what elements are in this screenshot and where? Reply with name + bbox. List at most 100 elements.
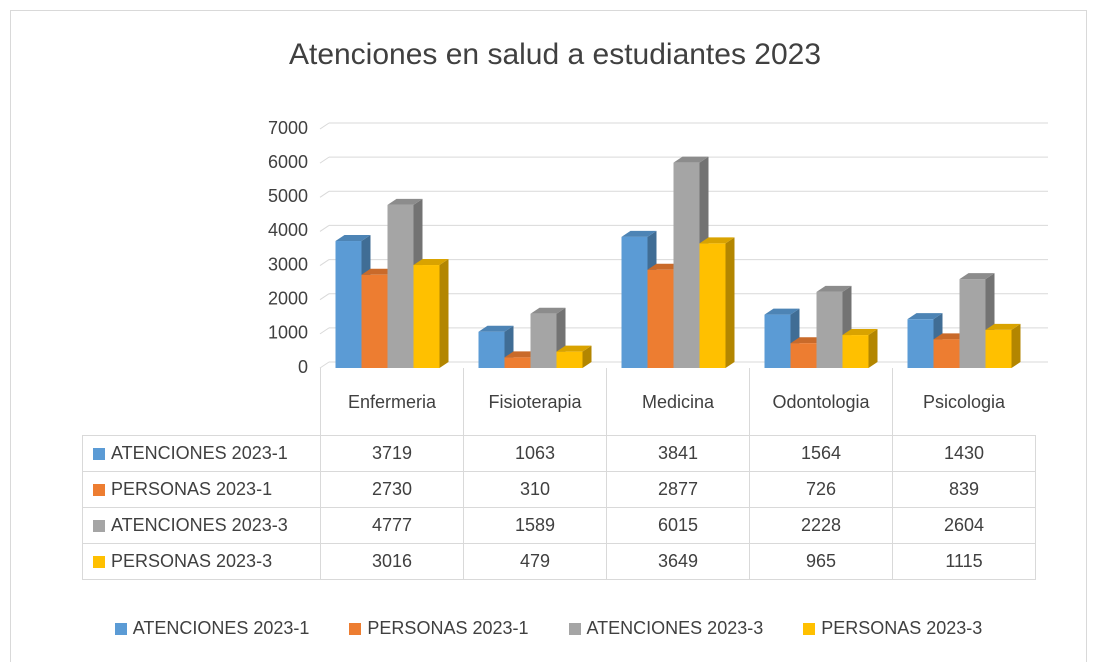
table-cell: 3016 (320, 543, 464, 580)
legend-label: PERSONAS 2023-3 (821, 618, 983, 638)
table-cell: 310 (463, 471, 607, 508)
row-name: PERSONAS 2023-3 (111, 551, 273, 571)
bar-front (530, 313, 557, 368)
bar-front (413, 265, 440, 368)
row-name: ATENCIONES 2023-1 (111, 443, 288, 463)
x-tick-label: Medicina (606, 368, 749, 435)
legend-item: ATENCIONES 2023-1 (114, 618, 310, 639)
bar (985, 323, 1021, 368)
bar-side (439, 259, 449, 368)
table-cell: 2228 (749, 507, 893, 544)
table-cell: 479 (463, 543, 607, 580)
grid-line (319, 293, 330, 301)
bar-front (556, 351, 583, 368)
bar-top (673, 156, 709, 163)
swatch (93, 555, 105, 568)
table-cell: 2604 (892, 507, 1036, 544)
bar-top (478, 325, 514, 332)
bar-front (907, 319, 934, 368)
bar-front (842, 335, 869, 368)
grid-line (319, 156, 330, 164)
table-row-label: PERSONAS 2023-1 (82, 471, 321, 508)
legend-item: ATENCIONES 2023-3 (568, 618, 764, 639)
bar-front (335, 241, 362, 368)
bar-top (621, 230, 657, 237)
swatch (93, 447, 105, 460)
table-cell: 3841 (606, 435, 750, 472)
y-tick-label: 3000 (268, 254, 308, 274)
bar-top (764, 308, 800, 315)
swatch (93, 519, 105, 532)
swatch (93, 483, 105, 496)
y-tick-label: 5000 (268, 186, 308, 206)
bar-top (907, 313, 943, 320)
table-cell: 2877 (606, 471, 750, 508)
bar-top (959, 273, 995, 280)
legend-label: ATENCIONES 2023-1 (132, 618, 310, 638)
table-cell: 965 (749, 543, 893, 580)
bar-top (413, 259, 449, 266)
bar-top (530, 307, 566, 314)
bar-top (699, 237, 735, 244)
legend-swatch (803, 622, 816, 635)
table-row-label: PERSONAS 2023-3 (82, 543, 321, 580)
legend-swatch (349, 622, 362, 635)
table-row-label: ATENCIONES 2023-1 (82, 435, 321, 472)
legend: ATENCIONES 2023-1 PERSONAS 2023-1 ATENCION… (10, 618, 1087, 639)
table-cell: 3719 (320, 435, 464, 472)
table-cell: 1430 (892, 435, 1036, 472)
legend-label: ATENCIONES 2023-3 (586, 618, 764, 638)
bar-top (985, 323, 1021, 330)
grid-line (319, 225, 330, 232)
bar-front (647, 269, 674, 368)
bar-side (868, 329, 878, 368)
bar (413, 259, 449, 368)
table-cell: 1115 (892, 543, 1036, 580)
bar-top (842, 329, 878, 336)
bar-top (387, 198, 423, 205)
x-tick-label: Odontologia (749, 368, 892, 435)
bar-top (816, 285, 852, 292)
table-cell: 726 (749, 471, 893, 508)
bar-front (790, 343, 817, 368)
bar-top (335, 235, 371, 242)
y-tick-label: 6000 (268, 152, 308, 172)
bar-side (1011, 323, 1021, 368)
x-tick-label: Psicologia (892, 368, 1035, 435)
bar-side (582, 345, 592, 368)
row-name: PERSONAS 2023-1 (111, 479, 273, 499)
y-tick-label: 1000 (268, 323, 308, 343)
table-cell: 4777 (320, 507, 464, 544)
table-row-label: ATENCIONES 2023-3 (82, 507, 321, 544)
bar-front (504, 357, 531, 368)
table-cell: 1564 (749, 435, 893, 472)
x-tick-label: Enfermeria (320, 368, 463, 435)
legend-item: PERSONAS 2023-1 (349, 618, 529, 639)
legend-item: PERSONAS 2023-3 (803, 618, 982, 639)
grid-line (319, 361, 330, 369)
table-cell: 1589 (463, 507, 607, 544)
y-tick-label: 7000 (268, 118, 308, 138)
bar (842, 329, 878, 368)
legend-swatch (114, 622, 127, 635)
row-name: ATENCIONES 2023-3 (111, 515, 288, 535)
grid-line (319, 327, 330, 335)
legend-swatch (568, 622, 581, 635)
chart-title: Atenciones en salud a estudiantes 2023 (289, 38, 821, 71)
table-cell: 2730 (320, 471, 464, 508)
grid-line (319, 259, 330, 266)
bar-front (699, 243, 726, 368)
bar-front (361, 274, 388, 368)
bar-top (556, 345, 592, 352)
bar-side (725, 237, 735, 368)
grid-line (319, 122, 330, 130)
y-tick-label: 2000 (268, 288, 308, 308)
bar-front (621, 236, 648, 368)
bar-front (816, 291, 843, 368)
bar (530, 307, 566, 368)
bar (699, 237, 735, 368)
frame (10, 10, 1087, 662)
grid-line (319, 190, 330, 198)
